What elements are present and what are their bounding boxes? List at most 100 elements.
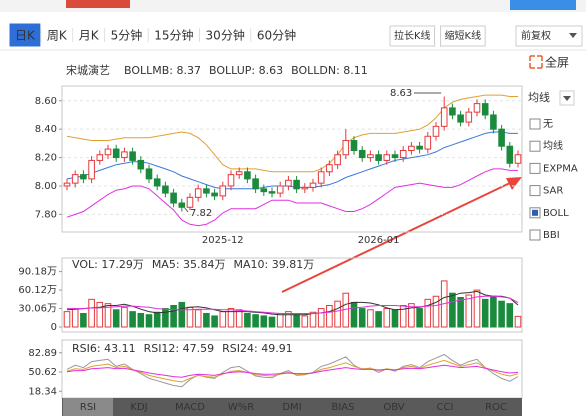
- toolbar-button[interactable]: [389, 25, 436, 47]
- overlay-option-label[interactable]: BOLL: [543, 208, 569, 219]
- period-tab-label[interactable]: 日K: [15, 29, 36, 43]
- dropdown-caret: [569, 33, 577, 38]
- overlay-option-label[interactable]: SAR: [543, 186, 563, 197]
- volume-bar: [96, 301, 104, 328]
- top-strip: [0, 0, 586, 12]
- period-tab[interactable]: [251, 23, 302, 47]
- volume-bar: [473, 289, 481, 328]
- indicator-tab[interactable]: ROC: [485, 402, 507, 413]
- candle-body: [268, 191, 276, 194]
- volume-bar: [367, 309, 374, 328]
- indicator-line: [66, 168, 518, 227]
- overlay-checkbox[interactable]: [529, 185, 541, 197]
- indicator-tab[interactable]: RSI: [80, 402, 96, 413]
- indicator-tab[interactable]: BIAS: [332, 402, 355, 413]
- candle-body: [375, 154, 382, 161]
- toolbar-button-label[interactable]: 缩短K线: [445, 29, 482, 42]
- overlay-checkbox[interactable]: [529, 162, 541, 174]
- volume-bar: [244, 312, 251, 328]
- cut-off-block: [66, 0, 130, 8]
- indicator-tab[interactable]: KDJ: [130, 402, 147, 413]
- adjust-select-label[interactable]: 前复权: [521, 29, 551, 42]
- period-tab[interactable]: [73, 23, 105, 47]
- candle-body: [260, 188, 268, 193]
- candle-body: [293, 179, 300, 190]
- period-tab[interactable]: [105, 23, 148, 47]
- indicator-tab[interactable]: W%R: [228, 402, 254, 413]
- volume-bar: [416, 308, 423, 328]
- overlay-title: 均线: [528, 90, 550, 104]
- candle-body: [367, 154, 374, 159]
- overlay-checkbox[interactable]: [529, 229, 541, 241]
- volume-bar: [375, 311, 382, 328]
- candle-body: [506, 145, 514, 164]
- volume-bar: [358, 308, 366, 328]
- overlay-option-label[interactable]: BBI: [543, 230, 560, 241]
- y-tick-label: 8.00: [35, 181, 57, 192]
- overlay-option-label[interactable]: EXPMA: [543, 163, 578, 174]
- candle-body: [326, 164, 333, 173]
- tab-selected[interactable]: [63, 398, 113, 416]
- candle-body: [129, 151, 136, 161]
- candle-body: [178, 202, 186, 208]
- period-tab-label[interactable]: 月K: [79, 29, 100, 43]
- toolbar-button[interactable]: [440, 25, 486, 47]
- legend-item: BOLLUP: 8.63: [209, 64, 283, 77]
- legend-item: MA5: 35.84万: [152, 258, 226, 271]
- candle-body: [252, 178, 259, 190]
- plot-frame: [61, 257, 523, 333]
- candle-body: [112, 148, 120, 159]
- volume-bar: [514, 315, 522, 328]
- volume-bar: [178, 301, 186, 328]
- fullscreen-icon[interactable]: [529, 55, 543, 69]
- volume-bar: [260, 315, 268, 328]
- volume-bar: [399, 304, 407, 328]
- indicator-tab[interactable]: OBV: [383, 402, 404, 413]
- period-tab[interactable]: [148, 23, 200, 47]
- overlay-checkbox[interactable]: [529, 140, 541, 152]
- volume-bar: [194, 309, 202, 328]
- fullscreen-label[interactable]: 全屏: [545, 55, 569, 70]
- toolbar-button-label[interactable]: 拉长K线: [394, 29, 431, 42]
- candle-body: [63, 182, 71, 187]
- candle-body: [203, 188, 210, 194]
- volume-bar: [326, 304, 333, 328]
- indicator-tab[interactable]: MACD: [175, 402, 205, 413]
- adjust-select[interactable]: [515, 25, 583, 47]
- tab-bar: [62, 398, 522, 416]
- volume-bar: [449, 292, 456, 328]
- candle-body: [481, 103, 489, 116]
- low-annotation: 7.82: [190, 208, 212, 219]
- volume-bar: [309, 311, 317, 328]
- indicator-tab[interactable]: DMI: [282, 402, 301, 413]
- period-tab[interactable]: [200, 23, 251, 47]
- volume-bar: [219, 311, 227, 328]
- candle-body: [145, 168, 153, 180]
- legend-item: BOLLMB: 8.37: [124, 64, 201, 77]
- period-tab[interactable]: [9, 23, 41, 47]
- period-tab-label[interactable]: 30分钟: [206, 28, 245, 43]
- period-tab-label[interactable]: 15分钟: [154, 28, 193, 43]
- candle-body: [194, 188, 202, 198]
- period-tab[interactable]: [41, 23, 73, 47]
- candle-body: [457, 114, 464, 123]
- candle-body: [309, 182, 317, 188]
- period-tab-label[interactable]: 5分钟: [111, 28, 143, 43]
- period-tab-label[interactable]: 周K: [47, 29, 68, 43]
- period-tab-label[interactable]: 60分钟: [257, 28, 296, 43]
- candle-body: [317, 171, 325, 184]
- overlay-checkbox[interactable]: [529, 118, 541, 130]
- indicator-tab[interactable]: CCI: [437, 402, 454, 413]
- arrow: [281, 177, 522, 293]
- overlay-option-label[interactable]: 均线: [543, 139, 563, 152]
- volume-bar: [317, 308, 325, 328]
- y-tick-label: 0: [51, 322, 57, 333]
- y-tick-label: 90.18万: [18, 267, 57, 278]
- candle-body: [383, 154, 391, 161]
- candle-body: [350, 140, 358, 151]
- volume-bar: [162, 308, 169, 328]
- x-tick-label: 2026-01: [358, 235, 400, 246]
- candle-body: [96, 154, 104, 161]
- overlay-option-label[interactable]: 无: [543, 119, 553, 130]
- volume-bar: [334, 300, 341, 328]
